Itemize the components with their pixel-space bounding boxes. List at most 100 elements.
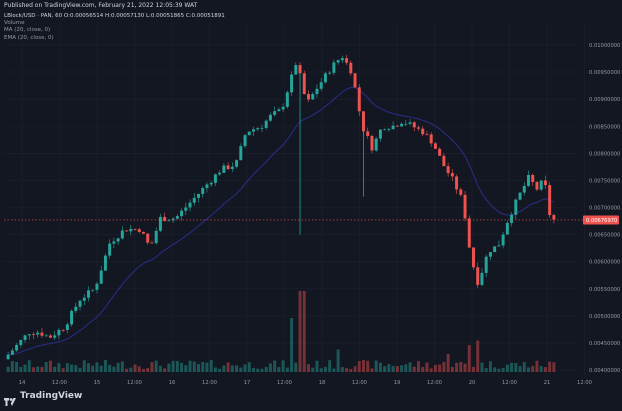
time-tick-label: 20: [469, 380, 476, 386]
ohlc-values: O:0.00056514 H:0.00057130 L:0.00051865 C…: [63, 13, 225, 19]
volume-bar: [150, 362, 154, 372]
volume-bar: [340, 367, 344, 372]
time-tick-label: 19: [394, 380, 401, 386]
candle-body: [142, 232, 145, 234]
price-axis[interactable]: 0.01000000 0.00950000 0.00900000 0.00850000…: [589, 43, 620, 374]
candle-body: [400, 123, 404, 127]
candle-body: [340, 58, 344, 61]
candle-body: [307, 94, 310, 100]
candle-body: [163, 216, 167, 222]
volume-bar: [463, 363, 467, 372]
candle-body: [218, 172, 222, 175]
volume-bar: [315, 360, 319, 372]
symbol-line: LBlock/USD · PAN, 60: [4, 13, 63, 19]
volume-bar: [23, 364, 27, 372]
volume-bar: [129, 367, 133, 372]
time-tick-label: 12:00: [577, 380, 592, 386]
time-tick-label: 12:00: [352, 380, 367, 386]
time-tick-label: 12:00: [277, 380, 292, 386]
candle-body: [6, 354, 10, 360]
volume-bar: [99, 365, 103, 372]
volume-bar: [95, 362, 99, 372]
volume-bar: [19, 366, 23, 372]
indicator-ema[interactable]: EMA (20, close, 0): [4, 34, 54, 41]
ema-path: [8, 87, 555, 356]
volume-bar: [273, 360, 277, 372]
indicator-ma[interactable]: MA (20, close, 0): [4, 27, 51, 34]
volume-bar: [175, 360, 179, 372]
volume-bar: [53, 366, 57, 372]
volume-bar: [158, 365, 162, 372]
candle-body: [302, 73, 306, 95]
grid-lines: [4, 22, 585, 377]
volume-bar: [353, 366, 357, 372]
volume-bar: [366, 360, 370, 372]
volume-bar: [146, 368, 150, 372]
volume-bar: [32, 367, 35, 372]
volume-bar: [459, 361, 463, 372]
candle-body: [213, 174, 217, 183]
volume-bars: [6, 291, 556, 372]
candle-body: [357, 87, 361, 112]
volume-bar: [74, 365, 78, 372]
candle-body: [120, 230, 124, 239]
candle-body: [95, 283, 99, 290]
volume-bar: [40, 366, 44, 372]
volume-bar: [222, 365, 226, 372]
volume-bar: [535, 360, 539, 372]
volume-bar: [188, 360, 192, 372]
volume-bar: [235, 365, 239, 372]
candle-body: [446, 166, 450, 174]
volume-bar: [455, 362, 459, 372]
candle-body: [315, 88, 319, 95]
candle-body: [374, 138, 378, 151]
candle-body: [510, 214, 514, 223]
volume-bar: [15, 361, 19, 372]
volume-bar: [345, 368, 349, 372]
volume-bar: [230, 365, 234, 372]
candle-body: [488, 252, 492, 257]
candle-body: [260, 127, 264, 129]
candle-body: [252, 129, 255, 132]
candle-body: [362, 111, 365, 132]
tradingview-logo[interactable]: TradingView: [4, 391, 82, 406]
volume-bar: [281, 360, 285, 372]
candle-body: [349, 62, 353, 74]
candle-body: [188, 202, 192, 208]
volume-bar: [10, 361, 14, 372]
candle-body: [40, 332, 44, 336]
candle-body: [484, 256, 488, 273]
candle-body: [319, 82, 323, 89]
candle-body: [298, 65, 302, 74]
volume-bar: [378, 362, 382, 372]
candle-body: [146, 233, 150, 243]
time-tick-label: 12:00: [427, 380, 442, 386]
volume-bar: [120, 361, 124, 372]
volume-bar: [44, 362, 48, 372]
volume-bar: [484, 368, 488, 372]
candle-body: [44, 335, 48, 337]
candle-body: [48, 335, 52, 338]
volume-bar: [472, 366, 475, 372]
candle-body: [548, 185, 552, 216]
candle-body: [472, 247, 475, 268]
volume-bar: [142, 368, 145, 372]
candle-body: [78, 300, 82, 307]
volume-bar: [438, 364, 442, 372]
candle-body: [70, 310, 74, 325]
candle-body: [543, 180, 547, 186]
volume-bar: [61, 368, 65, 372]
volume-bar: [260, 368, 264, 372]
candle-body: [175, 216, 179, 219]
price-tick-label: 0.00400000: [589, 368, 620, 374]
volume-bar: [112, 366, 116, 372]
time-tick-label: 21: [544, 380, 551, 386]
volume-bar: [154, 360, 158, 372]
time-axis[interactable]: 14 12:00 15 12:00 16 12:00 17 12:00 18 12:00 19 12:…: [19, 380, 592, 386]
indicator-volume[interactable]: Volume: [4, 20, 25, 27]
candle-body: [158, 216, 162, 231]
symbol-title[interactable]: LBlock/USD · PAN, 60 O:0.00056514 H:0.00…: [4, 13, 225, 20]
volume-bar: [400, 365, 404, 372]
volume-bar: [197, 364, 200, 372]
